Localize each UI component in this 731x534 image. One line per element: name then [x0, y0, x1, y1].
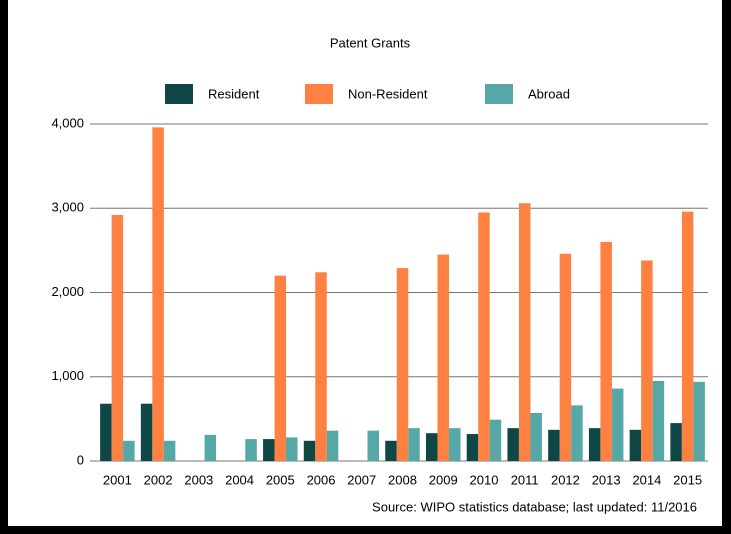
bar: [263, 439, 275, 461]
bar: [100, 403, 112, 461]
bar: [385, 440, 397, 461]
x-tick-label: 2009: [429, 472, 458, 487]
bar: [123, 440, 135, 461]
bar: [152, 127, 164, 462]
bar: [367, 430, 380, 461]
bar: [559, 253, 572, 461]
bar: [588, 428, 601, 461]
chart-title: Patent Grants: [330, 35, 411, 50]
bar: [489, 419, 502, 461]
x-tick-label: 2014: [632, 472, 661, 487]
bar: [303, 440, 316, 461]
source-note: Source: WIPO statistics database; last u…: [372, 499, 697, 514]
bar: [507, 428, 519, 461]
y-tick-label: 0: [77, 452, 84, 467]
y-tick-label: 2,000: [51, 284, 84, 299]
legend-swatch: [165, 84, 193, 104]
x-tick-label: 2001: [103, 472, 132, 487]
y-tick-label: 1,000: [51, 368, 84, 383]
bar: [641, 260, 653, 461]
bar: [670, 423, 682, 461]
x-tick-label: 2005: [266, 472, 295, 487]
bar: [408, 428, 420, 461]
bar: [600, 241, 612, 461]
x-tick-label: 2006: [307, 472, 336, 487]
bar: [571, 405, 583, 461]
bar: [448, 428, 461, 461]
bar: [425, 433, 438, 461]
legend-swatch: [305, 84, 333, 104]
bar: [245, 439, 257, 461]
bar: [140, 403, 153, 461]
bar: [163, 440, 176, 461]
bar: [681, 211, 694, 461]
x-tick-label: 2008: [388, 472, 417, 487]
bar: [326, 430, 339, 461]
x-tick-label: 2012: [551, 472, 580, 487]
x-tick-label: 2010: [470, 472, 499, 487]
bar: [466, 434, 479, 461]
bar: [274, 275, 287, 461]
bar: [286, 437, 298, 461]
legend-label: Abroad: [528, 86, 570, 101]
x-tick-label: 2002: [144, 472, 173, 487]
y-tick-label: 4,000: [51, 115, 84, 130]
bar: [611, 388, 624, 461]
bar: [629, 429, 642, 461]
bar: [204, 434, 217, 461]
legend-label: Non-Resident: [348, 86, 428, 101]
x-tick-label: 2003: [184, 472, 213, 487]
bar: [518, 203, 531, 461]
legend-swatch: [485, 84, 513, 104]
bar: [437, 254, 449, 461]
bar: [548, 429, 560, 461]
bar: [530, 412, 542, 461]
legend-label: Resident: [208, 86, 260, 101]
bar: [315, 272, 327, 461]
x-tick-label: 2007: [347, 472, 376, 487]
bar: [396, 268, 409, 461]
bar: [478, 212, 490, 461]
bar: [693, 381, 705, 461]
x-tick-label: 2011: [511, 472, 539, 487]
bar: [652, 380, 665, 461]
x-tick-label: 2004: [225, 472, 254, 487]
bar: [111, 214, 124, 461]
y-tick-label: 3,000: [51, 200, 84, 215]
x-tick-label: 2013: [592, 472, 621, 487]
x-tick-label: 2015: [673, 472, 702, 487]
